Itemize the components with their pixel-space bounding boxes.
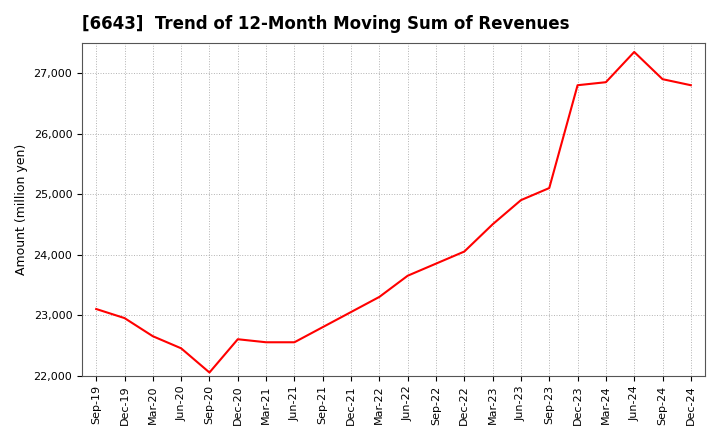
Text: [6643]  Trend of 12-Month Moving Sum of Revenues: [6643] Trend of 12-Month Moving Sum of R…	[82, 15, 570, 33]
Y-axis label: Amount (million yen): Amount (million yen)	[15, 143, 28, 275]
